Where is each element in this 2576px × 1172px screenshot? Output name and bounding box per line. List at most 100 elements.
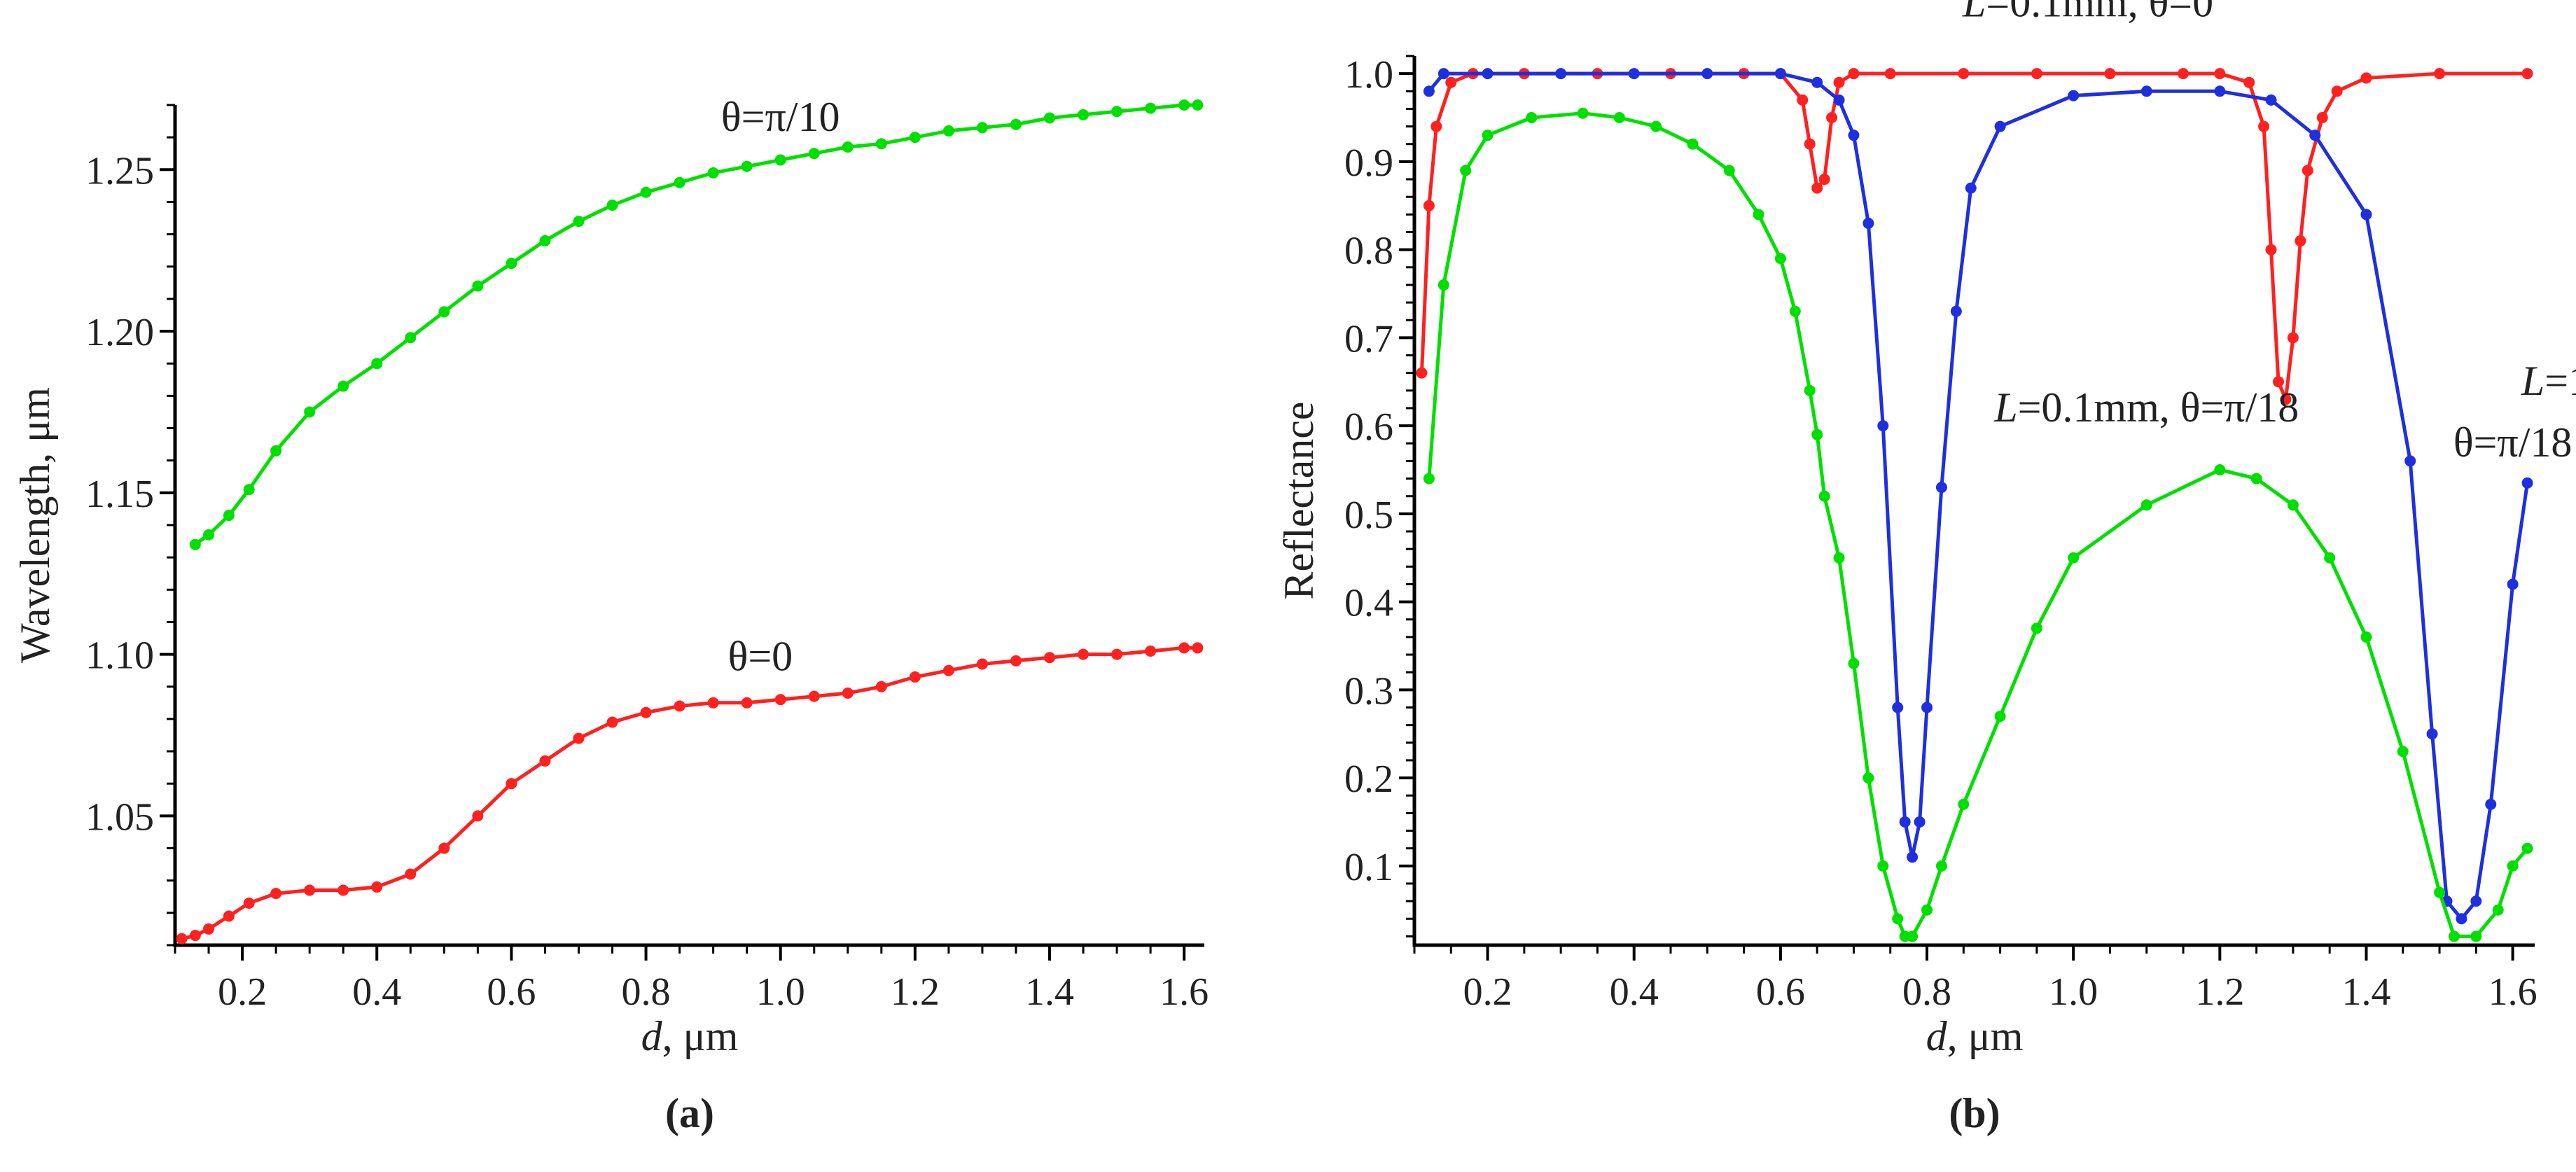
data-point bbox=[405, 868, 417, 880]
data-point bbox=[2265, 94, 2277, 106]
data-point bbox=[1078, 648, 1089, 660]
data-point bbox=[1753, 209, 1764, 221]
data-point bbox=[674, 700, 685, 712]
data-point bbox=[243, 898, 255, 909]
data-point bbox=[2456, 913, 2467, 925]
series-0 bbox=[189, 99, 1204, 550]
data-point bbox=[1774, 253, 1786, 265]
data-point bbox=[2295, 235, 2306, 247]
data-point bbox=[2485, 798, 2497, 810]
data-point bbox=[1178, 642, 1190, 654]
data-point bbox=[1723, 165, 1735, 176]
data-point bbox=[1145, 646, 1157, 657]
data-point bbox=[2214, 463, 2226, 475]
series-2 bbox=[1423, 107, 2533, 942]
data-point bbox=[674, 176, 685, 188]
y-tick-label: 1.25 bbox=[85, 149, 154, 193]
series-annotation: θ=0 bbox=[728, 634, 793, 680]
y-axis-title: Reflectance bbox=[1276, 401, 1322, 599]
data-point bbox=[1921, 702, 1933, 713]
data-point bbox=[1892, 702, 1904, 713]
data-point bbox=[1145, 102, 1157, 114]
data-point bbox=[909, 132, 921, 144]
data-point bbox=[1877, 860, 1889, 872]
data-point bbox=[808, 690, 820, 702]
data-point bbox=[1965, 182, 1977, 194]
data-point bbox=[2280, 393, 2292, 405]
data-point bbox=[1863, 772, 1874, 784]
data-point bbox=[2272, 376, 2284, 388]
data-point bbox=[909, 671, 921, 683]
data-point bbox=[2287, 332, 2299, 344]
data-point bbox=[438, 306, 450, 318]
data-point bbox=[1833, 76, 1845, 88]
data-point bbox=[1044, 112, 1056, 124]
y-axis-title: Wavelength, μm bbox=[12, 387, 58, 663]
x-axis-title: d, μm bbox=[1926, 1013, 2024, 1059]
data-point bbox=[1958, 798, 1970, 810]
data-point bbox=[337, 884, 349, 896]
data-point bbox=[1818, 490, 1830, 502]
x-tick-label: 0.2 bbox=[218, 970, 267, 1014]
data-point bbox=[1811, 76, 1823, 88]
data-point bbox=[1950, 305, 1962, 317]
x-tick-label: 0.8 bbox=[622, 970, 671, 1014]
data-point bbox=[1482, 130, 1494, 141]
data-point bbox=[1848, 657, 1860, 669]
x-tick-label: 1.0 bbox=[756, 970, 805, 1014]
panel-label: (b) bbox=[1949, 1090, 2000, 1136]
x-tick-label: 1.4 bbox=[2341, 970, 2390, 1014]
data-point bbox=[2068, 90, 2080, 102]
data-point bbox=[2470, 895, 2482, 907]
data-point bbox=[2470, 930, 2482, 942]
series-1 bbox=[1423, 68, 2533, 925]
data-point bbox=[1423, 200, 1435, 211]
data-point bbox=[976, 658, 988, 670]
data-point bbox=[741, 160, 753, 172]
data-point bbox=[2068, 552, 2080, 564]
data-point bbox=[640, 706, 652, 718]
panel-a-chart: 0.2 0.4 0.6 0.8 1.0 1.2 1.4 1.6 1.05 1.10 1.15 1.20… bbox=[12, 94, 1209, 1136]
data-point bbox=[1907, 851, 1919, 863]
data-point bbox=[1628, 68, 1640, 80]
data-point bbox=[1555, 68, 1567, 80]
data-point bbox=[337, 380, 349, 392]
data-point bbox=[2316, 112, 2328, 124]
data-point bbox=[842, 141, 854, 153]
data-point bbox=[371, 358, 383, 370]
y-tick-label: 1.20 bbox=[85, 311, 154, 354]
data-point bbox=[2448, 930, 2460, 942]
data-point bbox=[1884, 68, 1896, 80]
data-point bbox=[1192, 642, 1204, 654]
data-point bbox=[2434, 68, 2446, 80]
data-point bbox=[1526, 112, 1538, 124]
x-tick-label: 0.2 bbox=[1463, 970, 1512, 1014]
y-tick-label: 0.9 bbox=[1344, 141, 1393, 185]
x-tick-label: 1.6 bbox=[1160, 970, 1209, 1014]
series-line bbox=[194, 103, 1198, 546]
x-tick-label: 1.6 bbox=[2488, 970, 2537, 1014]
data-point bbox=[875, 138, 887, 150]
data-point bbox=[1907, 930, 1919, 942]
data-point bbox=[1701, 68, 1713, 80]
data-point bbox=[2140, 85, 2152, 97]
data-point bbox=[2031, 68, 2042, 80]
data-point bbox=[304, 884, 316, 896]
series-1 bbox=[176, 642, 1204, 944]
data-point bbox=[270, 888, 282, 900]
data-point bbox=[1010, 655, 1022, 667]
data-point bbox=[2309, 130, 2321, 141]
data-point bbox=[2302, 165, 2313, 176]
data-point bbox=[1958, 68, 1970, 80]
data-point bbox=[1430, 120, 1442, 132]
data-point bbox=[2492, 904, 2504, 916]
data-point bbox=[1482, 68, 1494, 80]
data-point bbox=[270, 445, 282, 456]
y-tick-label: 1.15 bbox=[85, 473, 154, 516]
data-point bbox=[2521, 842, 2533, 854]
data-point bbox=[1804, 138, 1816, 150]
data-point bbox=[2104, 68, 2116, 80]
data-point bbox=[1833, 552, 1845, 564]
y-tick-label: 0.4 bbox=[1344, 582, 1393, 625]
